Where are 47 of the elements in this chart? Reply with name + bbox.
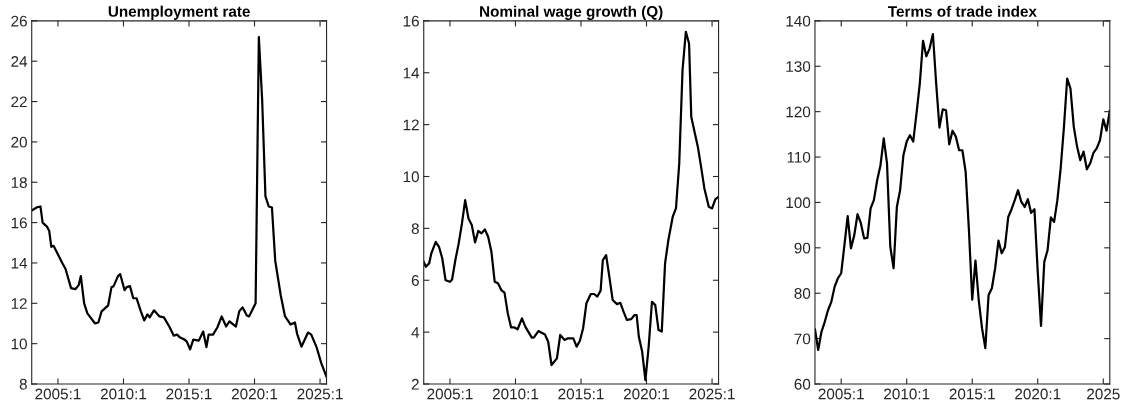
- y-tick-label: 12: [11, 298, 27, 309]
- y-tick-label: 24: [11, 56, 28, 67]
- y-tick-label: 100: [786, 197, 811, 209]
- x-tick-label: 2010:1: [492, 388, 539, 400]
- chart-title: Unemployment rate: [108, 5, 250, 20]
- x-tick-label: 2025:1: [689, 388, 735, 400]
- x-tick-label: 2020:1: [623, 388, 670, 400]
- x-tick-label: 2025: [1087, 388, 1120, 400]
- y-tick-label: 60: [794, 378, 811, 390]
- chart-title: Terms of trade index: [887, 5, 1037, 17]
- x-tick-label: 2010:1: [884, 388, 930, 400]
- y-tick-label: 26: [11, 15, 27, 27]
- y-tick-label: 18: [11, 177, 27, 188]
- y-tick-label: 22: [11, 96, 27, 108]
- y-tick-label: 12: [403, 119, 419, 131]
- y-tick-label: 70: [794, 333, 811, 345]
- x-tick-label: 2010:1: [100, 388, 147, 400]
- y-tick-label: 120: [786, 106, 811, 118]
- x-tick-label: 2005:1: [427, 388, 473, 400]
- y-tick-label: 14: [11, 257, 28, 269]
- y-tick-label: 130: [786, 61, 811, 72]
- y-tick-label: 110: [787, 151, 811, 163]
- y-tick-label: 90: [794, 242, 811, 254]
- y-tick-label: 4: [411, 327, 420, 338]
- line-series: [814, 32, 1110, 352]
- y-tick-label: 10: [403, 171, 419, 183]
- x-tick-label: 2005:1: [818, 388, 864, 400]
- x-tick-label: 2025:1: [297, 388, 343, 400]
- x-tick-label: 2005:1: [35, 388, 81, 400]
- y-tick-label: 8: [411, 223, 419, 235]
- y-tick-label: 10: [11, 338, 27, 350]
- line-series: [31, 35, 327, 379]
- x-tick-label: 2015:1: [949, 388, 995, 400]
- y-tick-label: 80: [794, 288, 811, 299]
- y-tick-label: 14: [403, 67, 420, 79]
- y-tick-label: 20: [11, 136, 27, 148]
- x-tick-label: 2020:1: [1015, 388, 1061, 400]
- chart-title: Nominal wage growth (Q): [480, 5, 663, 20]
- y-tick-label: 16: [11, 217, 27, 229]
- y-tick-label: 6: [411, 275, 419, 286]
- y-tick-label: 140: [786, 15, 811, 27]
- x-tick-label: 2015:1: [558, 388, 604, 400]
- y-tick-label: 16: [403, 15, 419, 27]
- x-tick-label: 2015:1: [166, 388, 212, 400]
- x-tick-label: 2020:1: [231, 388, 278, 400]
- y-tick-label: 2: [411, 378, 419, 390]
- y-tick-label: 8: [19, 378, 27, 390]
